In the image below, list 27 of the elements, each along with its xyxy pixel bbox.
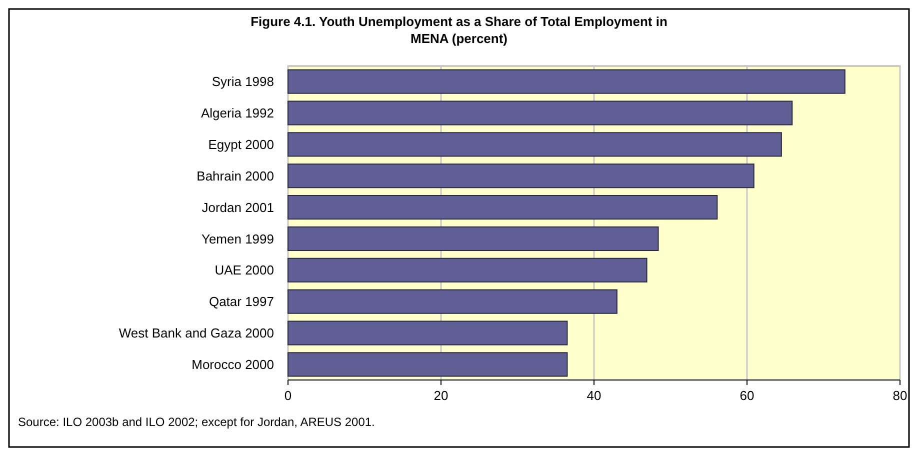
bar [288, 164, 754, 188]
y-tick-label: UAE 2000 [214, 262, 274, 278]
bar [288, 69, 846, 94]
y-tick-label: Syria 1998 [212, 74, 274, 90]
y-tick-label: Qatar 1997 [208, 294, 274, 310]
x-tick-label: 60 [740, 388, 754, 403]
bar [288, 194, 718, 220]
bar [288, 258, 648, 282]
y-tick-label: Jordan 2001 [202, 200, 274, 215]
chart-title: Figure 4.1. Youth Unemployment as a Share of Total Employment in MENA (percent) [250, 14, 668, 46]
x-tick-label: 20 [434, 388, 448, 403]
x-tick-label: 40 [586, 388, 602, 403]
bar [288, 132, 782, 157]
bar [288, 100, 793, 126]
bar [288, 289, 618, 314]
y-tick-label: Egypt 2000 [208, 136, 274, 152]
y-tick-label: West Bank and Gaza 2000 [118, 326, 274, 341]
bar [288, 226, 659, 252]
bar [288, 352, 568, 377]
x-tick-label: 0 [284, 388, 292, 403]
x-tick-label: 80 [892, 388, 908, 403]
y-tick-label: Bahrain 2000 [196, 168, 274, 184]
source-note: Source: ILO 2003b and ILO 2002; except for Jordan, AREUS 2001. [18, 415, 375, 429]
y-tick-label: Morocco 2000 [192, 356, 274, 372]
y-tick-label: Algeria 1992 [201, 106, 274, 121]
bar [288, 320, 568, 346]
y-tick-label: Yemen 1999 [201, 231, 274, 246]
